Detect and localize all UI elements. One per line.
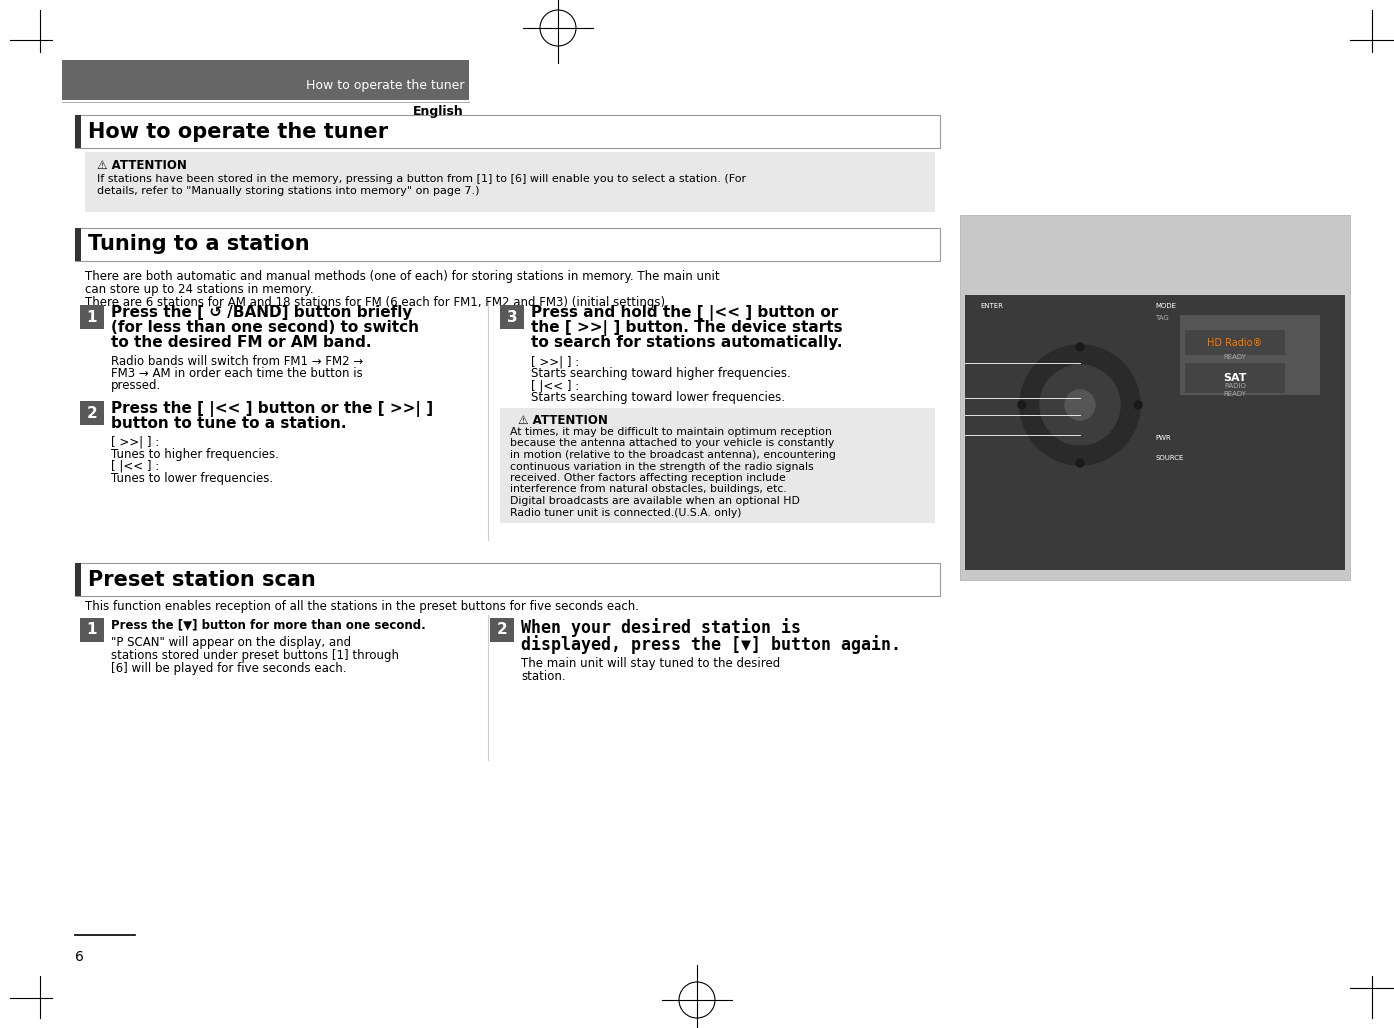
Text: There are both automatic and manual methods (one of each) for storing stations i: There are both automatic and manual meth… <box>85 270 719 283</box>
Text: MODE: MODE <box>1156 303 1177 309</box>
Text: the [ >>| ] button. The device starts: the [ >>| ] button. The device starts <box>531 320 842 336</box>
Text: RADIO
READY: RADIO READY <box>1224 383 1246 397</box>
Text: details, refer to "Manually storing stations into memory" on page 7.): details, refer to "Manually storing stat… <box>98 186 480 196</box>
Text: to search for stations automatically.: to search for stations automatically. <box>531 335 842 350</box>
Text: Preset station scan: Preset station scan <box>88 570 316 589</box>
Bar <box>79 305 105 329</box>
Text: [6] will be played for five seconds each.: [6] will be played for five seconds each… <box>112 662 347 675</box>
Text: SOURCE: SOURCE <box>1156 455 1184 461</box>
Text: ⚠ ATTENTION: ⚠ ATTENTION <box>519 414 608 427</box>
Text: How to operate the tuner: How to operate the tuner <box>88 121 388 142</box>
Text: 2: 2 <box>496 623 507 637</box>
Text: station.: station. <box>521 670 566 683</box>
Text: Radio bands will switch from FM1 → FM2 →: Radio bands will switch from FM1 → FM2 → <box>112 355 364 368</box>
Text: Press the [ ↺ /BAND] button briefly: Press the [ ↺ /BAND] button briefly <box>112 305 413 320</box>
Bar <box>75 563 940 596</box>
Text: 1: 1 <box>86 309 98 325</box>
Text: Tunes to lower frequencies.: Tunes to lower frequencies. <box>112 472 273 485</box>
Bar <box>75 563 81 596</box>
Text: 3: 3 <box>506 309 517 325</box>
Bar <box>79 401 105 425</box>
Text: Tuning to a station: Tuning to a station <box>88 234 309 255</box>
Bar <box>79 618 105 642</box>
Bar <box>500 305 524 329</box>
Text: Starts searching toward higher frequencies.: Starts searching toward higher frequenci… <box>531 367 790 380</box>
Text: ⚠ ATTENTION: ⚠ ATTENTION <box>98 159 187 172</box>
Text: Press the [▼] button for more than one second.: Press the [▼] button for more than one s… <box>112 618 425 631</box>
Text: How to operate the tuner: How to operate the tuner <box>305 79 464 91</box>
Text: PWR: PWR <box>1156 435 1171 441</box>
Text: SAT: SAT <box>1224 373 1246 383</box>
Text: [ |<< ] :: [ |<< ] : <box>531 379 580 392</box>
Bar <box>61 60 468 100</box>
Circle shape <box>1040 365 1119 445</box>
Text: Digital broadcasts are available when an optional HD: Digital broadcasts are available when an… <box>510 495 800 506</box>
Text: HD Radio®: HD Radio® <box>1207 338 1263 348</box>
Text: 2: 2 <box>86 405 98 420</box>
Bar <box>75 228 81 261</box>
Text: Press the [ |<< ] button or the [ >>| ]: Press the [ |<< ] button or the [ >>| ] <box>112 401 434 417</box>
Bar <box>1185 363 1285 393</box>
Text: When your desired station is: When your desired station is <box>521 618 802 637</box>
Text: Radio tuner unit is connected.(U.S.A. only): Radio tuner unit is connected.(U.S.A. on… <box>510 508 742 517</box>
Text: At times, it may be difficult to maintain optimum reception: At times, it may be difficult to maintai… <box>510 427 832 437</box>
Text: can store up to 24 stations in memory.: can store up to 24 stations in memory. <box>85 283 314 296</box>
Text: There are 6 stations for AM and 18 stations for FM (6 each for FM1, FM2 and FM3): There are 6 stations for AM and 18 stati… <box>85 296 669 309</box>
Text: "P SCAN" will appear on the display, and: "P SCAN" will appear on the display, and <box>112 636 351 649</box>
Bar <box>960 215 1349 580</box>
Text: TAG: TAG <box>1156 315 1168 321</box>
Text: button to tune to a station.: button to tune to a station. <box>112 416 347 431</box>
Text: pressed.: pressed. <box>112 379 162 392</box>
Bar <box>500 408 935 523</box>
Bar <box>491 618 514 642</box>
Text: displayed, press the [▼] button again.: displayed, press the [▼] button again. <box>521 635 901 654</box>
Bar <box>85 152 935 212</box>
Text: [ >>| ] :: [ >>| ] : <box>112 436 159 449</box>
Bar <box>75 115 81 148</box>
Text: in motion (relative to the broadcast antenna), encountering: in motion (relative to the broadcast ant… <box>510 450 836 460</box>
Text: FM3 → AM in order each time the button is: FM3 → AM in order each time the button i… <box>112 367 362 380</box>
Text: 1: 1 <box>86 623 98 637</box>
Text: to the desired FM or AM band.: to the desired FM or AM band. <box>112 335 371 350</box>
Bar <box>965 295 1345 570</box>
Text: Starts searching toward lower frequencies.: Starts searching toward lower frequencie… <box>531 391 785 404</box>
Text: continuous variation in the strength of the radio signals: continuous variation in the strength of … <box>510 462 814 472</box>
Circle shape <box>1133 401 1142 409</box>
Text: READY: READY <box>1224 354 1246 360</box>
Bar <box>1185 330 1285 355</box>
Text: This function enables reception of all the stations in the preset buttons for fi: This function enables reception of all t… <box>85 600 638 613</box>
Text: because the antenna attached to your vehicle is constantly: because the antenna attached to your veh… <box>510 439 834 448</box>
Text: interference from natural obstacles, buildings, etc.: interference from natural obstacles, bui… <box>510 484 786 494</box>
Text: [ |<< ] :: [ |<< ] : <box>112 460 159 473</box>
Circle shape <box>1076 343 1085 351</box>
Text: 6: 6 <box>75 950 84 964</box>
Circle shape <box>1020 345 1140 465</box>
Text: The main unit will stay tuned to the desired: The main unit will stay tuned to the des… <box>521 657 781 670</box>
Circle shape <box>1018 401 1026 409</box>
Bar <box>1179 315 1320 395</box>
Text: English: English <box>413 105 464 118</box>
Text: stations stored under preset buttons [1] through: stations stored under preset buttons [1]… <box>112 649 399 662</box>
Circle shape <box>1065 390 1096 420</box>
Text: ENTER: ENTER <box>980 303 1004 309</box>
Text: [ >>| ] :: [ >>| ] : <box>531 355 580 368</box>
Text: (for less than one second) to switch: (for less than one second) to switch <box>112 320 420 335</box>
Text: Tunes to higher frequencies.: Tunes to higher frequencies. <box>112 448 279 461</box>
Text: Press and hold the [ |<< ] button or: Press and hold the [ |<< ] button or <box>531 305 838 321</box>
Bar <box>75 228 940 261</box>
Text: If stations have been stored in the memory, pressing a button from [1] to [6] wi: If stations have been stored in the memo… <box>98 174 746 184</box>
Bar <box>75 115 940 148</box>
Text: received. Other factors affecting reception include: received. Other factors affecting recept… <box>510 473 786 483</box>
Circle shape <box>1076 458 1085 467</box>
